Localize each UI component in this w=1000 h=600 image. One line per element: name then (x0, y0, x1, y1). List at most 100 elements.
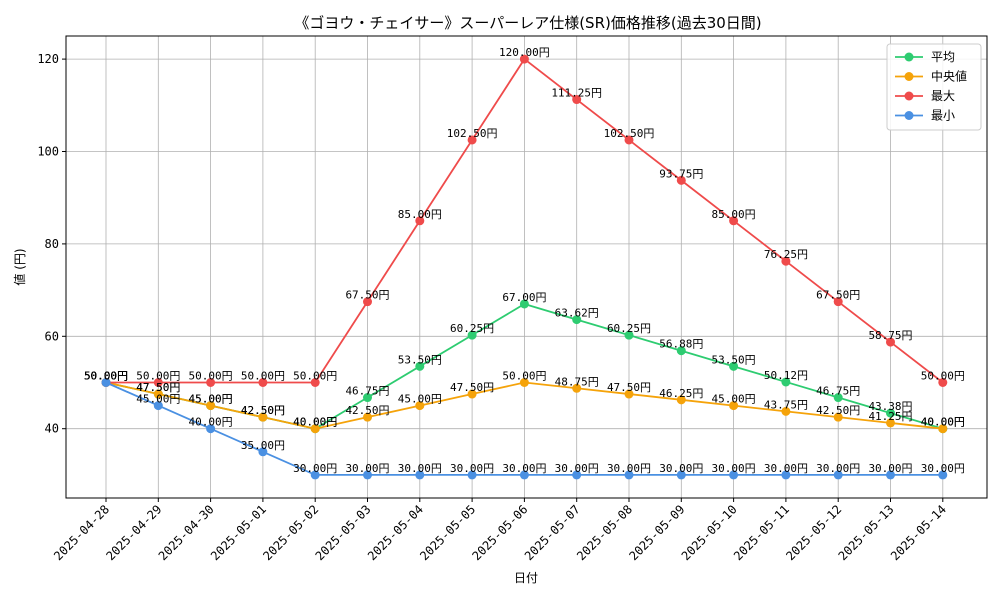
data-point (415, 361, 425, 371)
data-point (572, 315, 582, 325)
data-label: 46.75円 (345, 385, 389, 398)
data-point (206, 401, 216, 411)
data-label: 50.12円 (764, 369, 808, 382)
data-label: 46.75円 (816, 385, 860, 398)
data-point (886, 337, 895, 347)
data-point (310, 424, 320, 434)
data-point (781, 377, 791, 387)
data-label: 53.50円 (712, 353, 756, 366)
data-point (729, 401, 739, 411)
plot-frame (65, 35, 988, 499)
data-label: 50.00円 (136, 370, 180, 383)
data-point (572, 95, 582, 105)
data-point (624, 330, 634, 340)
data-label: 50.00円 (502, 370, 546, 383)
data-point (886, 470, 895, 480)
y-axis-label: 値 (円) (12, 248, 27, 285)
data-label: 45.00円 (712, 393, 756, 406)
data-label: 35.00円 (241, 439, 285, 452)
data-label: 30.00円 (607, 462, 651, 475)
data-point (415, 401, 425, 411)
data-label: 58.75円 (868, 329, 912, 342)
data-point (519, 470, 529, 480)
y-tick-label: 40 (45, 422, 59, 436)
data-label: 45.00円 (398, 393, 442, 406)
data-point (729, 216, 739, 226)
data-label: 47.50円 (136, 381, 180, 394)
data-label: 120.00円 (499, 46, 550, 59)
y-tick-label: 60 (45, 329, 59, 343)
data-label: 85.00円 (712, 208, 756, 221)
data-label: 48.75円 (555, 375, 599, 388)
data-label: 76.25円 (764, 248, 808, 261)
y-tick-label: 100 (37, 145, 59, 159)
data-label: 30.00円 (921, 462, 965, 475)
data-label: 50.00円 (84, 370, 128, 383)
data-label: 60.25円 (607, 322, 651, 335)
data-label: 50.00円 (921, 370, 965, 383)
data-label: 42.50円 (241, 404, 285, 417)
data-label: 43.75円 (764, 398, 808, 411)
data-label: 50.00円 (241, 370, 285, 383)
data-label: 30.00円 (293, 462, 337, 475)
data-point (310, 470, 320, 480)
data-label: 30.00円 (345, 462, 389, 475)
data-label: 50.00円 (84, 370, 128, 383)
data-point (833, 393, 843, 403)
data-point (781, 470, 791, 480)
data-label: 42.50円 (816, 404, 860, 417)
data-point (886, 408, 895, 418)
data-point (833, 470, 843, 480)
legend-label: 平均 (931, 50, 955, 64)
grid (66, 36, 987, 498)
data-point (833, 297, 843, 307)
data-label: 41.25円 (868, 410, 912, 423)
data-label: 30.00円 (764, 462, 808, 475)
data-point (572, 383, 582, 393)
data-label: 30.00円 (398, 462, 442, 475)
data-point (624, 389, 634, 399)
data-label: 40.00円 (921, 416, 965, 429)
legend-swatch-marker (904, 72, 914, 81)
y-tick-label: 80 (45, 237, 59, 251)
data-label: 111.25円 (551, 87, 602, 100)
data-label: 56.88円 (659, 338, 703, 351)
data-point (363, 297, 372, 307)
legend-label: 最大 (931, 89, 955, 103)
legend-label: 中央値 (931, 69, 967, 84)
data-label: 42.50円 (345, 404, 389, 417)
data-point (938, 378, 948, 387)
data-label: 40.00円 (189, 416, 233, 429)
data-label: 40.00円 (293, 416, 337, 429)
data-point (729, 361, 739, 371)
data-point (886, 418, 895, 428)
data-point (781, 256, 791, 266)
data-point (467, 330, 477, 340)
x-axis-label: 日付 (514, 571, 538, 585)
data-label: 60.25円 (450, 322, 494, 335)
data-label: 47.50円 (136, 381, 180, 394)
data-point (676, 395, 686, 405)
data-label: 45.00円 (136, 393, 180, 406)
data-point (519, 299, 529, 309)
x-tick-label: 2025-05-14 (888, 502, 949, 563)
data-label: 30.00円 (502, 462, 546, 475)
data-point (572, 470, 582, 480)
data-point (206, 424, 216, 434)
data-point (833, 412, 843, 422)
data-point (467, 389, 477, 399)
chart-title: 《ゴヨウ・チェイサー》スーパーレア仕様(SR)価格推移(過去30日間) (294, 14, 761, 32)
data-point (624, 135, 634, 145)
data-label: 40.00円 (921, 416, 965, 429)
data-label: 30.00円 (450, 462, 494, 475)
data-point (363, 393, 372, 403)
data-point (676, 346, 686, 356)
legend-box (886, 43, 982, 131)
data-labels: 50.00円47.50円45.00円42.50円40.00円46.75円53.5… (84, 46, 965, 475)
data-point (938, 424, 948, 434)
data-point (938, 470, 948, 480)
data-point (415, 470, 425, 480)
data-point (206, 378, 216, 387)
data-point (467, 135, 477, 145)
